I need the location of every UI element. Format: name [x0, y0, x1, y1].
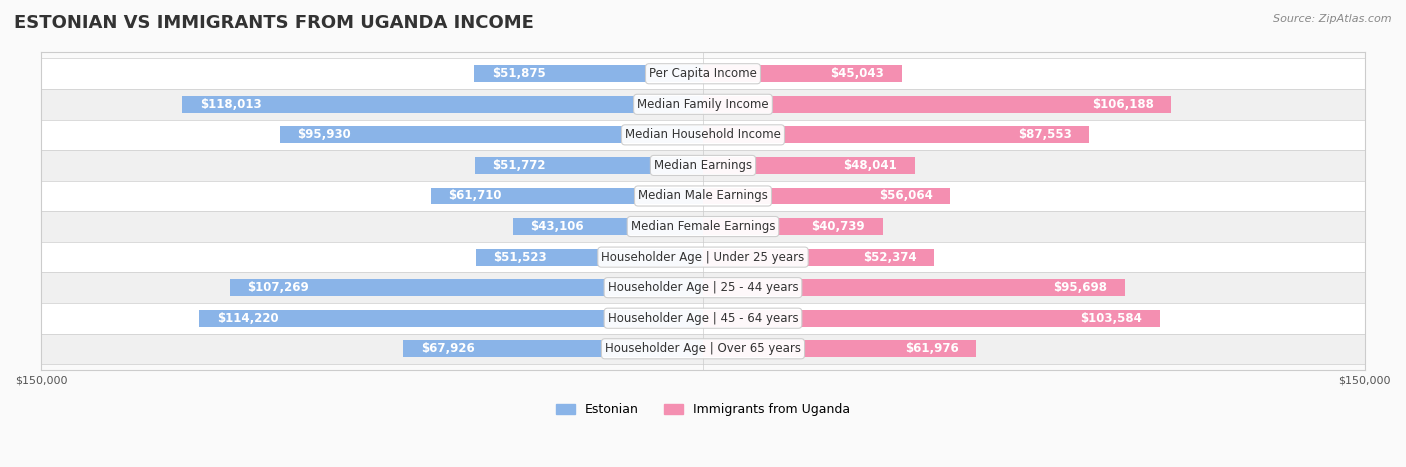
Text: $52,374: $52,374 — [863, 251, 917, 263]
Text: $103,584: $103,584 — [1080, 312, 1142, 325]
Text: $118,013: $118,013 — [200, 98, 262, 111]
Legend: Estonian, Immigrants from Uganda: Estonian, Immigrants from Uganda — [551, 398, 855, 421]
Bar — [41, 272, 1365, 303]
Bar — [41, 150, 1365, 181]
Text: $43,106: $43,106 — [530, 220, 583, 233]
Text: $87,553: $87,553 — [1018, 128, 1071, 142]
Text: $51,772: $51,772 — [492, 159, 546, 172]
Text: $51,875: $51,875 — [492, 67, 546, 80]
Bar — [703, 279, 1125, 296]
Bar — [703, 310, 1160, 326]
Bar — [703, 218, 883, 235]
Bar — [430, 188, 703, 205]
Bar — [404, 340, 703, 357]
Text: $106,188: $106,188 — [1092, 98, 1154, 111]
Text: Median Male Earnings: Median Male Earnings — [638, 190, 768, 203]
Text: $114,220: $114,220 — [217, 312, 278, 325]
Bar — [229, 279, 703, 296]
Text: $61,976: $61,976 — [905, 342, 959, 355]
Text: $45,043: $45,043 — [831, 67, 884, 80]
Bar — [41, 89, 1365, 120]
Text: Householder Age | Under 25 years: Householder Age | Under 25 years — [602, 251, 804, 263]
Bar — [703, 340, 976, 357]
Bar — [41, 120, 1365, 150]
Text: $40,739: $40,739 — [811, 220, 865, 233]
Text: Householder Age | 25 - 44 years: Householder Age | 25 - 44 years — [607, 281, 799, 294]
Bar — [41, 211, 1365, 242]
Text: Median Earnings: Median Earnings — [654, 159, 752, 172]
Text: ESTONIAN VS IMMIGRANTS FROM UGANDA INCOME: ESTONIAN VS IMMIGRANTS FROM UGANDA INCOM… — [14, 14, 534, 32]
Text: Per Capita Income: Per Capita Income — [650, 67, 756, 80]
Bar — [475, 157, 703, 174]
Bar — [41, 333, 1365, 364]
Text: Householder Age | 45 - 64 years: Householder Age | 45 - 64 years — [607, 312, 799, 325]
Bar — [703, 96, 1171, 113]
Text: $95,698: $95,698 — [1053, 281, 1108, 294]
Bar — [41, 303, 1365, 333]
Text: $107,269: $107,269 — [247, 281, 309, 294]
Bar — [280, 127, 703, 143]
Bar — [41, 58, 1365, 89]
Text: Median Family Income: Median Family Income — [637, 98, 769, 111]
Bar — [703, 249, 934, 266]
Text: $51,523: $51,523 — [494, 251, 547, 263]
Bar — [183, 96, 703, 113]
Text: $48,041: $48,041 — [844, 159, 897, 172]
Bar — [41, 242, 1365, 272]
Text: Householder Age | Over 65 years: Householder Age | Over 65 years — [605, 342, 801, 355]
Text: $95,930: $95,930 — [298, 128, 352, 142]
Text: $61,710: $61,710 — [449, 190, 502, 203]
Bar — [200, 310, 703, 326]
Text: Median Household Income: Median Household Income — [626, 128, 780, 142]
Bar — [703, 127, 1090, 143]
Bar — [513, 218, 703, 235]
Bar — [703, 65, 901, 82]
Text: $56,064: $56,064 — [879, 190, 932, 203]
Text: Source: ZipAtlas.com: Source: ZipAtlas.com — [1274, 14, 1392, 24]
Bar — [475, 249, 703, 266]
Bar — [703, 157, 915, 174]
Bar — [474, 65, 703, 82]
Bar — [41, 181, 1365, 211]
Bar — [703, 188, 950, 205]
Text: Median Female Earnings: Median Female Earnings — [631, 220, 775, 233]
Text: $67,926: $67,926 — [420, 342, 475, 355]
